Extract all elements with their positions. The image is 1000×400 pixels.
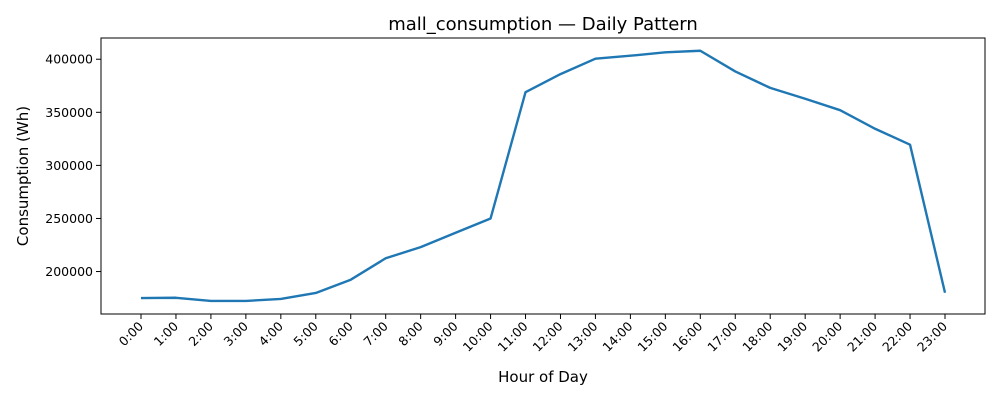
x-tick-label: 0:00 bbox=[116, 318, 146, 348]
x-tick-label: 11:00 bbox=[495, 318, 531, 354]
x-tick-label: 19:00 bbox=[774, 318, 810, 354]
x-tick-label: 21:00 bbox=[844, 318, 880, 354]
x-tick-label: 6:00 bbox=[325, 318, 355, 348]
x-tick-label: 7:00 bbox=[360, 318, 390, 348]
x-tick-label: 2:00 bbox=[186, 318, 216, 348]
y-tick-label: 250000 bbox=[45, 211, 93, 226]
y-tick-label: 300000 bbox=[45, 158, 93, 173]
x-tick-label: 16:00 bbox=[669, 318, 705, 354]
x-tick-label: 17:00 bbox=[704, 318, 740, 354]
x-tick-label: 12:00 bbox=[530, 318, 566, 354]
x-tick-label: 20:00 bbox=[809, 318, 845, 354]
x-tick-label: 13:00 bbox=[564, 318, 600, 354]
x-tick-label: 3:00 bbox=[221, 318, 251, 348]
y-axis-label: Consumption (Wh) bbox=[14, 106, 32, 246]
x-tick-label: 8:00 bbox=[395, 318, 425, 348]
y-tick-label: 350000 bbox=[45, 105, 93, 120]
plot-frame bbox=[100, 37, 986, 315]
y-tick-label: 200000 bbox=[45, 264, 93, 279]
y-axis: 200000 250000 300000 350000 400000 bbox=[45, 52, 101, 279]
x-tick-label: 18:00 bbox=[739, 318, 775, 354]
x-tick-label: 14:00 bbox=[599, 318, 635, 354]
y-tick-label: 400000 bbox=[45, 52, 93, 67]
x-tick-label: 9:00 bbox=[430, 318, 460, 348]
chart-title: mall_consumption — Daily Pattern bbox=[388, 14, 698, 35]
x-tick-label: 4:00 bbox=[255, 318, 285, 348]
x-tick-label: 15:00 bbox=[634, 318, 670, 354]
x-tick-label: 22:00 bbox=[879, 318, 915, 354]
x-tick-label: 10:00 bbox=[460, 318, 496, 354]
series-line bbox=[140, 49, 947, 303]
x-tick-label: 5:00 bbox=[290, 318, 320, 348]
x-axis: 0:00 1:00 2:00 3:00 4:00 5:00 6:00 7:00 8:00 9:00… bbox=[116, 314, 950, 355]
x-axis-label: Hour of Day bbox=[498, 368, 588, 386]
x-tick-label: 1:00 bbox=[151, 318, 181, 348]
series-group bbox=[140, 49, 947, 303]
x-tick-label: 23:00 bbox=[914, 318, 950, 354]
